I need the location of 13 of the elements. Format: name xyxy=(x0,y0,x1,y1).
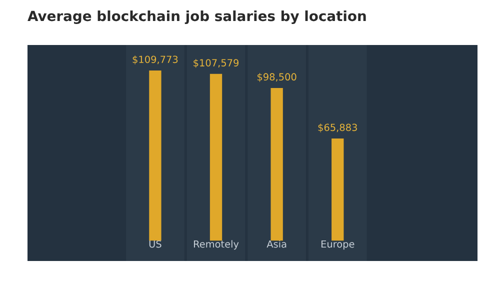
chart-title: Average blockchain job salaries by location xyxy=(28,10,366,24)
bar xyxy=(332,138,344,241)
data-label: $98,500 xyxy=(258,73,296,82)
data-label: $65,883 xyxy=(318,124,357,132)
bar xyxy=(210,74,222,241)
data-label: $109,773 xyxy=(132,56,178,64)
x-tick-label: Europe xyxy=(321,240,354,250)
x-tick-label: Asia xyxy=(266,240,286,248)
data-label: $107,579 xyxy=(194,58,239,68)
x-tick-label: Remotely xyxy=(194,240,239,250)
bar xyxy=(149,70,162,241)
x-tick-label: US xyxy=(149,240,162,248)
bar xyxy=(270,88,283,241)
